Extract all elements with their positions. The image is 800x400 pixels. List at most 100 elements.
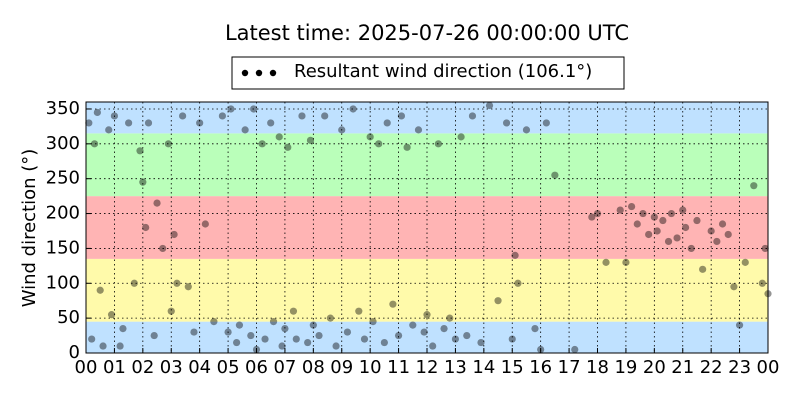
data-point (434, 140, 442, 148)
data-point (210, 318, 218, 326)
data-point (338, 126, 346, 134)
y-tick-label: 0 (69, 342, 80, 363)
data-point (119, 324, 127, 333)
data-point (159, 244, 167, 253)
data-point (699, 265, 707, 273)
data-point (289, 307, 298, 315)
data-point (477, 338, 485, 347)
x-tick-label: 00 (757, 357, 780, 378)
data-point (298, 112, 306, 120)
data-point (457, 133, 465, 141)
x-tick-label: 04 (188, 357, 211, 378)
data-point (85, 119, 93, 127)
data-point (380, 338, 388, 347)
data-point (693, 216, 701, 225)
data-point (645, 230, 653, 239)
data-point (667, 209, 675, 218)
data-point (593, 209, 602, 218)
data-point (468, 112, 477, 120)
data-point (90, 140, 99, 148)
data-point (741, 258, 749, 266)
x-tick-label: 22 (700, 357, 723, 378)
x-tick-label: 20 (643, 357, 666, 378)
legend: Resultant wind direction (106.1°) (231, 56, 625, 90)
data-point (761, 244, 769, 253)
data-point (463, 331, 471, 340)
data-point (309, 321, 317, 329)
data-point (664, 237, 673, 246)
y-tick-label: 50 (57, 307, 80, 328)
data-point (724, 230, 732, 239)
data-point (750, 182, 758, 190)
data-point (718, 220, 727, 228)
chart-title: Latest time: 2025-07-26 00:00:00 UTC (225, 21, 629, 45)
x-tick-label: 03 (160, 357, 183, 378)
data-point (281, 324, 289, 333)
data-point (485, 101, 494, 110)
legend-box (231, 56, 625, 90)
data-point (514, 279, 522, 287)
data-point (730, 283, 738, 291)
data-point (170, 230, 178, 239)
data-point (110, 112, 119, 120)
data-point (278, 342, 286, 350)
data-point (227, 105, 235, 113)
data-point (420, 328, 428, 336)
data-point (184, 283, 192, 291)
data-point (150, 331, 158, 340)
data-point (349, 105, 357, 113)
data-point (96, 286, 104, 294)
y-tick-label: 100 (46, 272, 80, 293)
x-tick-label: 11 (387, 357, 410, 378)
legend-marker (269, 69, 277, 77)
data-point (659, 216, 667, 225)
x-tick-label: 23 (728, 357, 751, 378)
data-point (355, 307, 363, 315)
data-point (423, 311, 431, 319)
data-point (414, 126, 423, 134)
x-tick-label: 00 (75, 357, 98, 378)
data-point (258, 140, 266, 148)
data-point (494, 297, 502, 305)
data-point (713, 237, 721, 246)
data-point (542, 119, 550, 127)
data-point (622, 258, 630, 266)
data-point (321, 112, 329, 120)
y-tick-label: 150 (46, 237, 80, 258)
x-tick-label: 02 (131, 357, 154, 378)
x-tick-label: 17 (558, 357, 581, 378)
data-point (99, 342, 107, 350)
data-point (403, 143, 411, 151)
data-point (218, 112, 226, 120)
data-point (144, 119, 153, 127)
data-point (375, 140, 383, 148)
data-point (633, 220, 641, 228)
data-point (673, 234, 681, 242)
x-tick-label: 05 (217, 357, 240, 378)
data-point (196, 119, 204, 127)
data-point (275, 133, 283, 141)
data-point (681, 223, 690, 232)
data-point (650, 213, 658, 221)
y-axis-label: Wind direction (°) (19, 149, 40, 308)
data-point (130, 279, 138, 287)
data-point (88, 335, 96, 343)
x-tick-label: 07 (273, 357, 296, 378)
data-point (125, 119, 133, 127)
data-point (397, 112, 406, 120)
y-tick-label: 350 (46, 98, 80, 119)
data-point (332, 342, 340, 350)
data-point (679, 206, 687, 214)
x-tick-label: 12 (416, 357, 439, 378)
data-point (531, 324, 539, 333)
data-point (153, 199, 161, 207)
data-point (602, 258, 610, 266)
y-tick-label: 250 (46, 168, 80, 189)
data-point (511, 251, 519, 259)
data-point (687, 244, 695, 253)
x-tick-label: 08 (302, 357, 325, 378)
x-tick-label: 18 (586, 357, 609, 378)
data-point (451, 335, 460, 343)
legend-marker (255, 69, 263, 77)
data-point (93, 108, 101, 117)
